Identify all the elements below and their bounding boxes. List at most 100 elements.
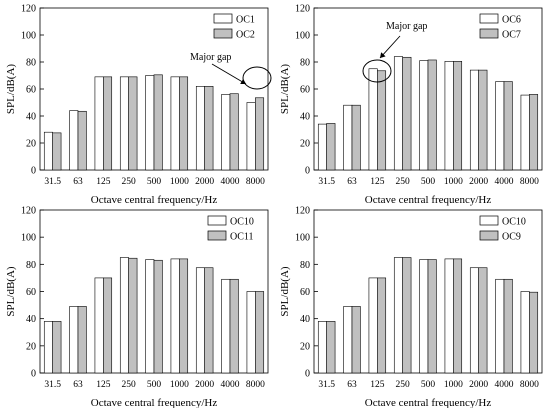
- legend-label-oc10: OC10: [502, 217, 526, 228]
- x-tick-label: 2000: [469, 177, 488, 187]
- x-tick-label: 2000: [195, 380, 214, 390]
- y-tick-label: 60: [26, 287, 36, 298]
- bar-oc1-31_5: [43, 131, 53, 171]
- x-tick-label: 1000: [444, 177, 463, 187]
- bar-oc9-125: [377, 277, 387, 374]
- x-tick-label: 63: [347, 380, 357, 390]
- legend-swatch-oc10: [479, 215, 499, 226]
- bar-oc11-31_5: [52, 321, 62, 374]
- bar-oc10-4000: [495, 278, 505, 374]
- bar-oc6-1000: [444, 61, 454, 171]
- y-tick-label: 20: [26, 139, 36, 150]
- legend-label-oc2: OC2: [236, 30, 255, 41]
- x-tick-label: 1000: [444, 380, 463, 390]
- y-tick-label: 40: [300, 314, 310, 325]
- y-tick-label: 20: [300, 139, 310, 150]
- x-tick-label: 250: [396, 380, 411, 390]
- bar-oc1-1000: [170, 76, 180, 171]
- bar-oc7-2000: [478, 69, 488, 171]
- bar-oc6-4000: [495, 81, 505, 171]
- legend-swatch-oc7: [479, 28, 499, 39]
- bar-oc7-1000: [453, 61, 463, 171]
- x-tick-label: 1000: [170, 177, 189, 187]
- x-tick-label: 4000: [221, 177, 240, 187]
- bar-oc2-1000: [179, 76, 189, 171]
- x-tick-label: 250: [122, 380, 137, 390]
- bar-oc6-8000: [520, 94, 530, 171]
- bar-oc11-8000: [255, 291, 265, 374]
- bar-oc10-63: [69, 306, 79, 374]
- legend-swatch-oc10: [207, 215, 227, 226]
- x-tick-label: 63: [73, 177, 83, 187]
- x-tick-label: 31.5: [318, 177, 335, 187]
- y-tick-label: 100: [295, 31, 310, 42]
- x-tick-label: 4000: [495, 380, 514, 390]
- x-tick-label: 8000: [520, 177, 539, 187]
- bar-oc2-4000: [229, 93, 239, 171]
- bar-oc10-8000: [246, 291, 256, 374]
- bar-oc10-1000: [170, 258, 180, 374]
- x-axis-label: Octave central frequency/Hz: [365, 194, 492, 206]
- x-tick-label: 8000: [246, 380, 265, 390]
- bar-oc6-500: [419, 60, 429, 171]
- bar-oc7-63: [351, 104, 361, 171]
- bar-oc10-500: [419, 259, 429, 374]
- y-tick-label: 80: [26, 260, 36, 271]
- bar-oc11-4000: [229, 278, 239, 374]
- x-tick-label: 31.5: [318, 380, 335, 390]
- bar-oc10-31_5: [317, 321, 327, 374]
- annotation-label: Major gap: [190, 52, 231, 63]
- bar-oc10-250: [119, 257, 129, 374]
- bar-oc10-4000: [221, 278, 231, 374]
- x-tick-label: 500: [147, 177, 162, 187]
- bar-oc6-2000: [469, 69, 479, 171]
- legend-swatch-oc9: [479, 230, 499, 241]
- bar-oc1-8000: [246, 102, 256, 171]
- x-tick-label: 500: [147, 380, 162, 390]
- bar-oc1-2000: [195, 86, 205, 171]
- bar-oc1-125: [94, 76, 104, 171]
- bar-oc2-500: [153, 74, 163, 171]
- bar-oc7-500: [427, 59, 437, 171]
- bar-oc2-250: [128, 76, 138, 171]
- legend-swatch-oc2: [213, 28, 233, 39]
- bar-oc9-1000: [453, 258, 463, 374]
- x-axis-label: Octave central frequency/Hz: [91, 194, 218, 206]
- bar-oc2-8000: [255, 97, 265, 171]
- bar-oc10-1000: [444, 258, 454, 374]
- bar-oc11-2000: [204, 267, 214, 374]
- x-tick-label: 250: [396, 177, 411, 187]
- y-tick-label: 40: [300, 112, 310, 123]
- bar-oc10-63: [343, 306, 353, 374]
- legend-label-oc7: OC7: [502, 30, 521, 41]
- y-tick-label: 120: [21, 206, 36, 217]
- y-tick-label: 0: [31, 166, 36, 177]
- bar-oc6-31_5: [317, 123, 327, 171]
- y-tick-label: 0: [305, 166, 310, 177]
- legend-label-oc10: OC10: [230, 217, 254, 228]
- y-tick-label: 60: [300, 287, 310, 298]
- annotation-arrow: [211, 63, 247, 85]
- y-tick-label: 20: [26, 341, 36, 352]
- y-tick-label: 0: [31, 369, 36, 380]
- bar-oc9-8000: [529, 291, 539, 374]
- bar-oc11-1000: [179, 258, 189, 374]
- legend: OC10 OC9: [479, 215, 526, 243]
- bar-oc6-125: [368, 68, 378, 171]
- legend-swatch-oc11: [207, 230, 227, 241]
- x-tick-label: 500: [421, 380, 436, 390]
- bar-oc6-63: [343, 104, 353, 171]
- x-tick-label: 125: [370, 380, 385, 390]
- bar-oc9-4000: [503, 278, 513, 374]
- bar-oc7-4000: [503, 81, 513, 171]
- legend-swatch-oc1: [213, 13, 233, 24]
- chart-panel-2: 0 20 40 60 80 100 120 31.5 63 125 250 500 1000 2000 40…: [279, 4, 543, 206]
- y-tick-label: 0: [305, 369, 310, 380]
- bar-oc10-125: [368, 277, 378, 374]
- y-tick-label: 120: [295, 4, 310, 15]
- bar-oc9-63: [351, 306, 361, 374]
- x-tick-label: 31.5: [44, 177, 61, 187]
- y-tick-label: 60: [300, 85, 310, 96]
- legend-label-oc11: OC11: [230, 232, 254, 243]
